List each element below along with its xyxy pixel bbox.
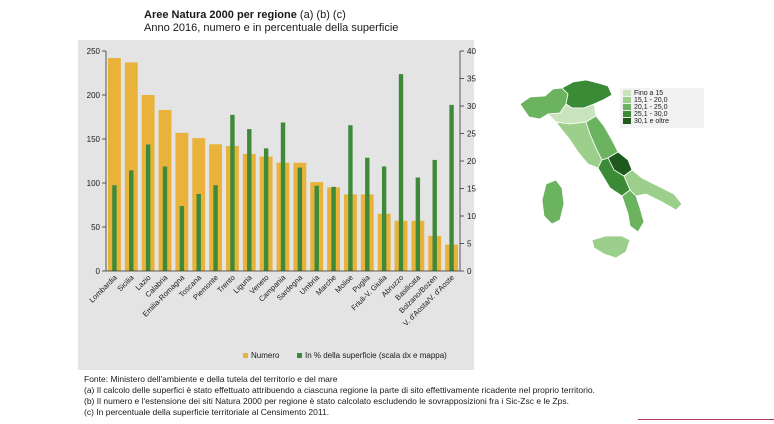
map-legend-swatch: [623, 104, 631, 110]
map-legend-label: Fino a 15: [634, 90, 664, 97]
bar-percent: [365, 157, 370, 271]
map-legend-swatch: [623, 97, 631, 103]
map-region-sicilia: [591, 235, 631, 259]
y-tick-label-right: 20: [467, 157, 476, 166]
source-note: Fonte: Ministero dell'ambiente e della t…: [84, 374, 338, 384]
y-tick-label-right: 40: [467, 47, 476, 56]
bar-percent: [230, 114, 235, 271]
legend-label-percent: In % della superficie (scala dx e mappa): [305, 351, 447, 360]
chart-header: Aree Natura 2000 per regione (a) (b) (c)…: [144, 9, 398, 35]
bar-percent: [331, 186, 336, 271]
bar-percent: [129, 170, 134, 271]
bar-percent: [432, 159, 437, 271]
chart-title-bold: Aree Natura 2000 per regione: [144, 9, 297, 21]
y-tick-label-left: 50: [91, 223, 100, 232]
map-legend-swatch: [623, 118, 631, 124]
y-tick-label-left: 0: [96, 267, 101, 276]
y-tick-label-right: 30: [467, 102, 476, 111]
bars-group: [108, 58, 458, 272]
y-tick-label-right: 10: [467, 212, 476, 221]
bar-percent: [145, 144, 151, 271]
map-legend-label: 20,1 - 25,0: [634, 104, 668, 111]
y-tick-label-left: 100: [87, 179, 101, 188]
legend-swatch-numero: [243, 353, 248, 358]
footnote-c: (c) In percentuale della superficie terr…: [84, 407, 330, 417]
footnotes: Fonte: Ministero dell'ambiente e della t…: [84, 374, 595, 418]
map-legend-label: 15,1 - 20,0: [634, 97, 668, 104]
bar-percent: [247, 129, 252, 271]
bar-percent: [398, 74, 404, 271]
y-tick-label-left: 150: [87, 135, 101, 144]
y-tick-label-left: 250: [87, 47, 101, 56]
map-legend-label: 30,1 e oltre: [634, 118, 670, 125]
bar-percent: [415, 177, 421, 271]
bar-percent: [179, 206, 185, 271]
footnote-b: (b) Il numero e l'estensione dei siti Na…: [84, 396, 569, 406]
bar-percent: [162, 166, 168, 271]
map-legend-swatch: [623, 90, 631, 96]
chart-subtitle: Anno 2016, numero e in percentuale della…: [144, 22, 399, 34]
y-tick-label-right: 25: [467, 130, 476, 139]
bar-percent: [112, 185, 117, 271]
map-legend: Fino a 15 15,1 - 20,0 20,1 - 25,0 25,1 -…: [620, 88, 704, 128]
map-legend-item: 15,1 - 20,0: [623, 97, 667, 104]
map-legend-item: 20,1 - 25,0: [623, 104, 667, 111]
y-tick-label-right: 15: [467, 185, 476, 194]
bar-numero: [108, 58, 121, 271]
bar-numero: [124, 62, 138, 271]
axes-group: 0 50 100 150 200 250 0 5 10 15 20 25 30 35 40: [87, 47, 477, 276]
map-legend-item: Fino a 15: [623, 90, 663, 97]
y-tick-label-right: 0: [467, 267, 472, 276]
footer-rule: [638, 419, 774, 420]
bar-percent: [213, 185, 218, 271]
chart-title: Aree Natura 2000 per regione (a) (b) (c): [144, 9, 398, 22]
chart-legend: Numero In % della superficie (scala dx e …: [243, 351, 447, 360]
bar-percent: [449, 104, 454, 272]
bar-percent: [314, 185, 319, 271]
bar-percent: [348, 125, 353, 271]
map-region-north-east: [561, 79, 613, 109]
bar-percent: [263, 148, 269, 271]
map-legend-item: 30,1 e oltre: [623, 118, 669, 125]
map-region-sardegna: [541, 179, 565, 225]
italy-map: [519, 79, 683, 259]
footnote-a: (a) Il calcolo delle superfici è stato e…: [84, 385, 595, 395]
bar-percent: [297, 167, 303, 271]
y-tick-label-left: 200: [87, 91, 101, 100]
y-tick-label-right: 5: [467, 240, 472, 249]
chart-title-notes: (a) (b) (c): [296, 9, 346, 21]
map-region-calabria: [621, 189, 645, 233]
map-legend-label: 25,1 - 30,0: [634, 111, 668, 118]
map-legend-swatch: [623, 111, 631, 117]
legend-label-numero: Numero: [251, 351, 280, 360]
bar-percent: [196, 194, 201, 271]
map-legend-item: 25,1 - 30,0: [623, 111, 667, 118]
legend-swatch-percent: [297, 353, 302, 358]
bar-percent: [280, 122, 286, 271]
bar-percent: [381, 166, 387, 271]
bar-numero: [175, 132, 189, 271]
y-tick-label-right: 35: [467, 75, 476, 84]
